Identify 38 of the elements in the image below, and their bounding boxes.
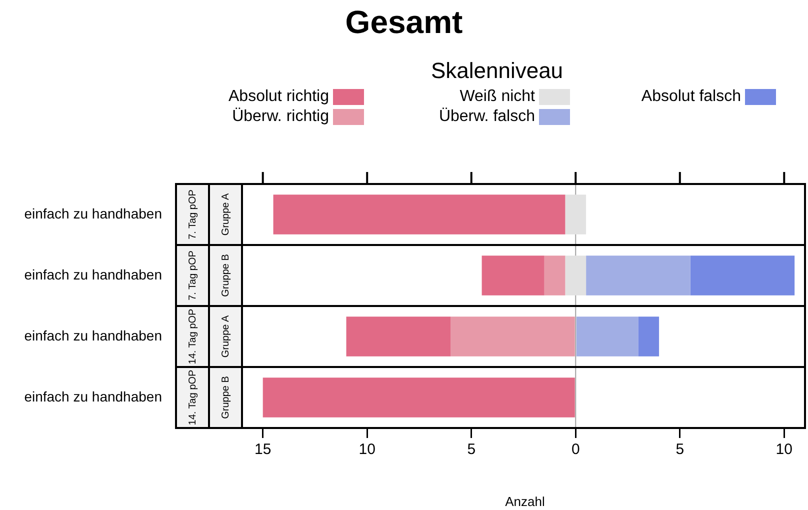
bar — [273, 194, 566, 234]
x-axis-title: Anzahl — [504, 494, 546, 509]
x-tick-label: 10 — [358, 441, 376, 458]
bar — [576, 316, 638, 356]
legend-label: Weiß nicht — [460, 88, 535, 106]
text: Gruppe A — [220, 315, 232, 358]
text: 14. Tag pOP — [187, 308, 198, 364]
legend-label: Absolut falsch — [641, 88, 741, 106]
x-tick-label: 5 — [467, 441, 476, 458]
text: Gruppe A — [220, 193, 232, 236]
bar — [544, 256, 566, 296]
text: Gruppe B — [220, 254, 232, 297]
x-tick-label: 10 — [776, 441, 792, 458]
bar — [450, 316, 575, 356]
bar — [262, 378, 575, 418]
x-tick-label: 0 — [571, 441, 580, 458]
bar — [565, 256, 586, 296]
legend-label: Überw. richtig — [232, 108, 329, 126]
text: 7. Tag pOP — [187, 189, 198, 240]
bar — [346, 316, 451, 356]
y-tick-label: einfach zu handhaben — [24, 327, 162, 344]
legend-title: Skalenniveau — [430, 58, 564, 84]
text: 7. Tag pOP — [187, 250, 198, 300]
text: 14. Tag pOP — [187, 369, 198, 426]
x-tick-label: 5 — [676, 441, 684, 458]
legend-label: Absolut richtig — [228, 88, 329, 106]
bar — [565, 194, 586, 234]
chart-title: Gesamt — [344, 4, 464, 41]
y-tick-label: einfach zu handhaben — [24, 266, 162, 282]
bar — [482, 256, 544, 296]
bar — [638, 316, 660, 356]
bar — [690, 256, 795, 296]
y-tick-label: einfach zu handhaben — [24, 205, 162, 222]
text: Gruppe B — [220, 376, 232, 419]
legend-label: Überw. falsch — [438, 108, 535, 126]
x-tick-label: 15 — [254, 441, 272, 458]
y-tick-label: einfach zu handhaben — [24, 388, 162, 404]
bar — [586, 256, 690, 296]
